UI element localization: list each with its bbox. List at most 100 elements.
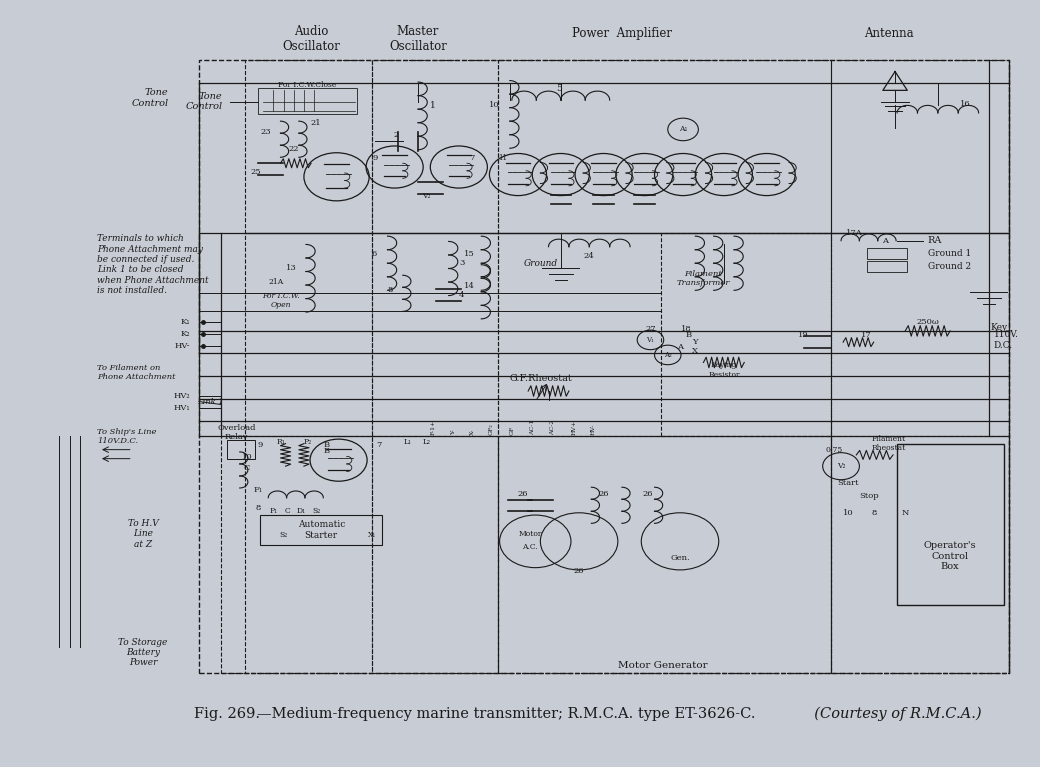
Text: L₂: L₂ [422,438,431,446]
Text: C: C [243,464,250,472]
Bar [866,261,907,272]
Text: N: N [902,509,909,517]
Bar [497,436,831,673]
Text: X-: X- [470,428,474,435]
Text: (Courtesy of R.M.C.A.): (Courtesy of R.M.C.A.) [805,707,982,722]
Text: S₂: S₂ [280,532,288,539]
Bar [228,439,255,459]
Text: Ground: Ground [523,258,557,268]
Text: 26: 26 [574,568,584,575]
Text: 10: 10 [842,509,854,517]
Text: 3: 3 [460,259,465,267]
Bar [260,515,383,545]
Text: Ground 1: Ground 1 [928,249,971,258]
Bar [258,88,357,114]
Text: V₁: V₁ [647,336,654,344]
Text: Key: Key [991,323,1008,331]
Text: 25: 25 [251,167,261,176]
Text: To Filament on
Phone Attachment: To Filament on Phone Attachment [97,364,176,381]
Text: L₁: L₁ [404,438,412,446]
Text: Terminals to which
Phone Attachment may
be connected if used.
Link 1 to be close: Terminals to which Phone Attachment may … [97,234,209,295]
Text: P₁: P₁ [269,507,278,515]
Text: A.C.: A.C. [522,542,538,551]
Text: —Medium-frequency marine transmitter; R.M.C.A. type ET-3626-C.: —Medium-frequency marine transmitter; R.… [257,707,755,721]
Text: Filament
Transformer: Filament Transformer [677,270,730,287]
Text: 9: 9 [258,441,263,449]
Text: K₂: K₂ [180,330,189,338]
Text: B: B [685,331,692,339]
Text: G.F.Rheostat: G.F.Rheostat [509,374,572,383]
Text: Overload
Relay: Overload Relay [217,423,256,441]
Text: A₁: A₁ [679,126,687,133]
Text: Keying
Resistor: Keying Resistor [708,361,739,379]
Text: For I.C.W.
Open: For I.C.W. Open [262,292,300,309]
Text: Audio
Oscillator: Audio Oscillator [282,25,340,53]
Text: GF₂: GF₂ [489,423,494,435]
Text: Power  Amplifier: Power Amplifier [572,28,672,41]
Text: Link 1: Link 1 [197,397,224,406]
Text: X₁: X₁ [368,532,376,539]
Text: Automatic
Starter: Automatic Starter [297,520,345,540]
Text: Fig. 269.: Fig. 269. [193,707,260,721]
Text: 17: 17 [861,331,872,339]
Text: R₁: R₁ [276,438,285,446]
Text: 8: 8 [388,285,393,294]
Text: F-1+: F-1+ [431,420,436,435]
Text: V₂: V₂ [837,463,846,470]
Text: B: B [323,441,330,449]
Text: B: B [323,447,330,455]
Bar [244,61,372,673]
Text: 21A: 21A [268,278,284,286]
Text: 26: 26 [642,490,653,498]
Text: For I.C.W.Close: For I.C.W.Close [278,81,336,89]
Text: K₁: K₁ [180,318,189,326]
Text: P₂: P₂ [304,438,312,446]
Text: To Storage
Battery
Power: To Storage Battery Power [119,637,167,667]
Text: 24: 24 [583,252,595,260]
Text: 5: 5 [555,84,562,93]
Text: 10: 10 [489,101,500,110]
Bar [372,61,497,673]
Text: 26: 26 [598,490,608,498]
Bar [222,436,497,673]
Text: 10: 10 [241,453,252,461]
Text: 17A: 17A [846,229,862,237]
Text: Start: Start [837,479,859,487]
Text: GF: GF [510,426,515,435]
Text: Gen.: Gen. [670,554,690,562]
Text: 9: 9 [372,154,378,162]
Text: AC-2: AC-2 [550,420,555,435]
Bar [497,61,831,673]
Text: Filament
Rheostat: Filament Rheostat [872,435,906,453]
Text: AC-1: AC-1 [529,420,535,435]
Text: HV₁: HV₁ [173,403,189,412]
Text: Tone
Control: Tone Control [185,92,223,111]
Text: Y-: Y- [451,429,457,435]
Text: 26: 26 [518,490,528,498]
Text: 8: 8 [872,509,878,517]
Text: 250ω: 250ω [916,318,939,326]
Text: Stop: Stop [859,492,879,500]
Text: To Ship's Line
110V.D.C.: To Ship's Line 110V.D.C. [97,427,157,445]
Text: Antenna: Antenna [864,28,914,41]
Text: Tone
Control: Tone Control [131,88,168,107]
Bar [199,61,1009,673]
Bar [898,443,1004,605]
Text: 110V.
D.C.: 110V. D.C. [994,331,1019,350]
Text: A₂: A₂ [664,351,672,359]
Bar [866,249,907,259]
Text: X: X [693,347,698,355]
Text: F₁: F₁ [254,486,263,494]
Text: 27: 27 [645,325,656,334]
Text: HV+: HV+ [572,420,576,435]
Bar [831,61,1009,673]
Text: 14: 14 [464,281,474,290]
Text: 21: 21 [311,119,321,127]
Text: D₁: D₁ [296,507,306,515]
Text: V₂: V₂ [422,192,431,199]
Text: 22: 22 [288,145,298,153]
Text: Motor: Motor [519,530,542,538]
Text: To H.V
Line
at Z: To H.V Line at Z [128,519,158,548]
Text: 6: 6 [371,250,376,258]
Text: 18: 18 [681,325,692,334]
